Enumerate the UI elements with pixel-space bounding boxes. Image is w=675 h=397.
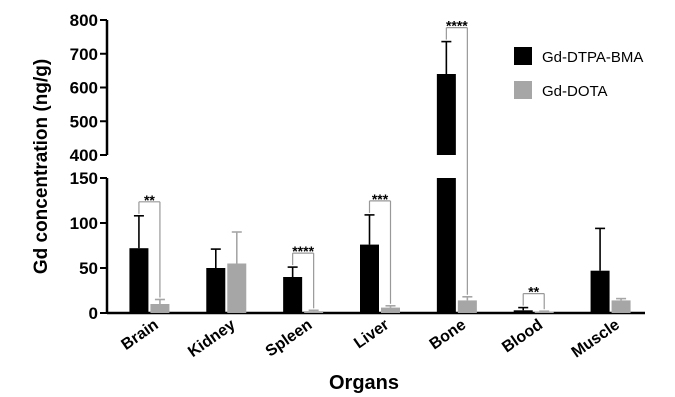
x-tick-label: Kidney (185, 316, 239, 361)
y-upper-tick-label: 600 (70, 79, 98, 98)
bar-blood-series-2 (534, 311, 554, 313)
x-tick-label: Liver (351, 316, 392, 352)
y-lower-tick-label: 100 (70, 214, 98, 233)
bar-liver-series-2 (381, 307, 400, 313)
significance-label: **** (292, 243, 314, 259)
significance-label: ** (144, 192, 155, 208)
legend-swatch (514, 47, 532, 65)
bar-bone-series-1-upper (436, 74, 456, 155)
bar-muscle-series-1 (590, 270, 610, 313)
significance-label: *** (372, 191, 389, 207)
x-tick-label: Spleen (263, 316, 316, 360)
significance-label: **** (446, 18, 468, 34)
bar-brain-series-1 (129, 248, 149, 313)
bar-brain-series-2 (150, 304, 170, 313)
y-upper-tick-label: 800 (70, 11, 98, 30)
legend-label: Gd-DTPA-BMA (542, 49, 643, 66)
y-lower-tick-label: 50 (79, 259, 98, 278)
x-tick-label: Blood (499, 316, 546, 356)
bar-spleen-series-1 (283, 277, 303, 313)
y-upper-tick-label: 700 (70, 45, 98, 64)
y-axis-title: Gd concentration (ng/g) (31, 59, 52, 274)
x-axis-title: Organs (329, 372, 399, 394)
x-tick-label: Muscle (569, 316, 623, 361)
y-upper-tick-label: 400 (70, 146, 98, 165)
bar-bone-series-2 (457, 300, 477, 313)
y-lower-tick-label: 150 (70, 169, 98, 188)
significance-label: ** (528, 284, 539, 300)
y-lower-tick-label: 0 (89, 304, 98, 323)
bar-bone-series-1-lower (436, 178, 456, 313)
x-tick-label: Bone (427, 316, 470, 353)
bar-kidney-series-1 (206, 268, 226, 313)
bar-blood-series-1 (513, 310, 533, 313)
legend-swatch (514, 81, 532, 99)
bar-muscle-series-2 (611, 300, 631, 313)
bar-spleen-series-2 (304, 311, 324, 313)
bar-liver-series-1 (360, 244, 379, 313)
bar-kidney-series-2 (227, 263, 247, 313)
legend-label: Gd-DOTA (542, 83, 608, 100)
x-tick-label: Brain (118, 316, 161, 353)
y-upper-tick-label: 500 (70, 112, 98, 131)
